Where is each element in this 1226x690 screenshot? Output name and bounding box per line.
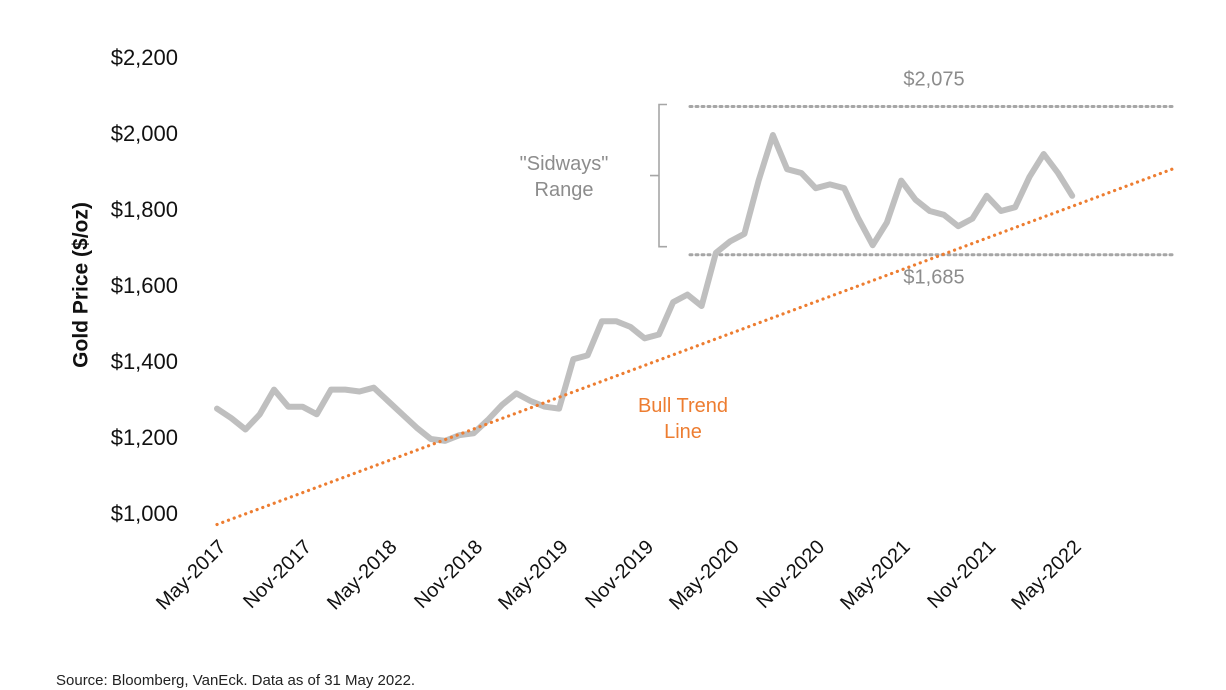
y-tick-label: $1,400 <box>111 349 178 374</box>
sideways-range-label: Range <box>535 179 594 201</box>
bull-trend-label: Line <box>664 421 702 443</box>
sideways-range-label: "Sidways" <box>520 153 609 175</box>
series-layer <box>214 132 1174 527</box>
x-tick-label: May-2022 <box>1007 536 1085 614</box>
reference-lines: $2,075 $1,685 <box>688 69 1176 289</box>
x-tick-label: Nov-2018 <box>410 536 487 613</box>
y-tick-label: $2,200 <box>111 45 178 70</box>
y-tick-label: $1,800 <box>111 197 178 222</box>
range-bracket <box>650 103 667 248</box>
y-axis: $1,000 $1,200 $1,400 $1,600 $1,800 $2,000 $2,2… <box>111 45 178 526</box>
x-tick-label: Nov-2021 <box>923 536 1000 613</box>
gold-price-line <box>214 132 1076 444</box>
x-tick-label: May-2020 <box>665 536 743 614</box>
x-tick-label: Nov-2019 <box>581 536 658 613</box>
annotations: "Sidways" Range Bull Trend Line <box>520 103 728 443</box>
y-tick-label: $1,600 <box>111 273 178 298</box>
x-tick-label: May-2018 <box>323 536 401 614</box>
x-axis: May-2017 Nov-2017 May-2018 Nov-2018 May-2019… <box>152 536 1086 614</box>
x-tick-label: May-2017 <box>152 536 230 614</box>
bull-trend-label: Bull Trend <box>638 395 728 417</box>
x-tick-label: Nov-2017 <box>239 536 316 613</box>
y-tick-label: $1,000 <box>111 501 178 526</box>
source-note: Source: Bloomberg, VanEck. Data as of 31… <box>56 672 416 689</box>
x-tick-label: May-2021 <box>836 536 914 614</box>
x-tick-label: Nov-2020 <box>752 536 829 613</box>
y-axis-label: Gold Price ($/oz) <box>70 202 93 368</box>
reference-line-label: $1,685 <box>903 267 964 289</box>
x-tick-label: May-2019 <box>494 536 572 614</box>
bull-trend-line <box>215 167 1174 527</box>
y-tick-label: $2,000 <box>111 121 178 146</box>
y-tick-label: $1,200 <box>111 425 178 450</box>
reference-line-label: $2,075 <box>903 69 964 91</box>
